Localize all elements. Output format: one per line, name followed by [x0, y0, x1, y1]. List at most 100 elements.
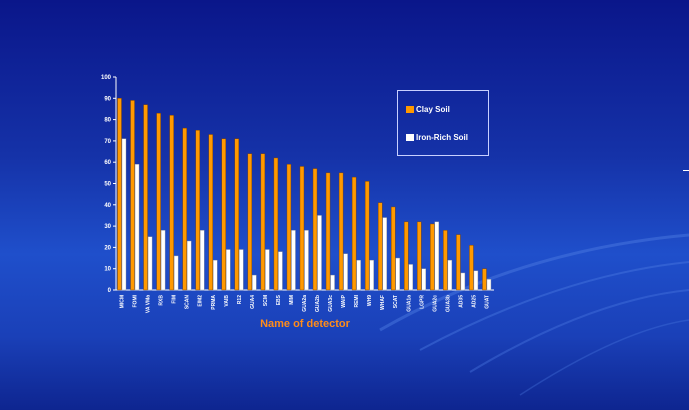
- bar-iron-rich-soil: [486, 279, 492, 291]
- bar-iron-rich-soil: [408, 264, 413, 291]
- bar-iron-rich-soil: [356, 259, 361, 291]
- x-tick-label: AD35: [458, 295, 464, 308]
- legend-entry-iron-rich-soil: Iron-Rich Soil: [406, 133, 468, 142]
- y-tick-label: 90: [104, 96, 111, 102]
- bar-iron-rich-soil: [278, 251, 283, 291]
- bar-iron-rich-soil: [265, 249, 270, 291]
- x-tick-label: SCM: [263, 295, 269, 306]
- x-tick-label: GUA3c: [328, 295, 334, 312]
- x-tick-label: GUA2b: [315, 295, 321, 312]
- bar-iron-rich-soil: [160, 230, 166, 291]
- bar-clay-soil: [182, 127, 187, 291]
- y-tick-label: 50: [104, 182, 111, 188]
- x-tick-label: AD25: [471, 295, 477, 308]
- bar-clay-soil: [351, 176, 357, 291]
- bar-iron-rich-soil: [369, 259, 374, 291]
- y-tick-label: 20: [104, 245, 111, 251]
- bar-clay-soil: [130, 100, 135, 291]
- bar-iron-rich-soil: [421, 268, 426, 291]
- y-tick-label: 100: [101, 75, 112, 81]
- x-tick-label: GUA3b: [445, 295, 451, 312]
- bar-clay-soil: [221, 138, 226, 291]
- x-tick-label: VAIB: [224, 295, 230, 307]
- bar-clay-soil: [260, 153, 266, 291]
- y-tick-label: 0: [108, 288, 112, 294]
- bar-iron-rich-soil: [147, 236, 153, 291]
- bar-iron-rich-soil: [434, 221, 440, 291]
- x-tick-label: MICM: [120, 295, 126, 308]
- y-tick-label: 30: [104, 224, 111, 230]
- bar-iron-rich-soil: [252, 274, 257, 291]
- x-tick-label: MIM: [289, 295, 295, 305]
- bar-iron-rich-soil: [447, 259, 453, 291]
- y-tick-label: 70: [104, 139, 111, 145]
- bar-clay-soil: [325, 172, 331, 291]
- bar-iron-rich-soil: [213, 259, 218, 291]
- bar-clay-soil: [377, 202, 383, 291]
- bar-iron-rich-soil: [121, 138, 127, 291]
- bar-iron-rich-soil: [343, 253, 348, 291]
- x-tick-label: RXB: [159, 295, 165, 306]
- legend-entry-clay-soil: Clay Soil: [406, 105, 450, 114]
- bar-clay-soil: [430, 223, 435, 291]
- x-tick-label: GUA2c: [432, 295, 438, 312]
- x-tick-label: EIM2: [198, 295, 204, 307]
- x-tick-label: FOMI: [133, 294, 139, 307]
- bar-clay-soil: [169, 115, 174, 291]
- x-tick-label: LGPR: [419, 295, 425, 309]
- bar-iron-rich-soil: [473, 270, 479, 291]
- x-tick-label: FIM: [172, 295, 178, 304]
- bar-clay-soil: [417, 221, 422, 291]
- x-tick-label: EBS: [276, 294, 282, 305]
- x-tick-label: VA VMa: [146, 295, 152, 313]
- chart-legend: Clay Soil Iron-Rich Soil: [397, 90, 489, 156]
- bar-clay-soil: [312, 168, 318, 291]
- bar-clay-soil: [143, 104, 148, 291]
- bar-clay-soil: [234, 138, 240, 291]
- x-axis-title: Name of detector: [260, 318, 351, 330]
- x-tick-label: WH9: [367, 295, 373, 306]
- y-tick-label: 40: [104, 203, 111, 209]
- y-tick-label: 10: [104, 267, 111, 273]
- x-tick-label: R12: [237, 295, 243, 304]
- x-tick-label: GUA1a: [406, 295, 412, 312]
- bar-clay-soil: [273, 157, 279, 291]
- x-tick-label: SCAT: [393, 295, 399, 308]
- bar-clay-soil: [117, 98, 122, 291]
- bar-clay-soil: [195, 130, 200, 291]
- bar-iron-rich-soil: [460, 272, 466, 291]
- legend-swatch-clay-soil: [406, 106, 414, 113]
- x-tick-label: WHAF: [380, 295, 386, 310]
- bar-clay-soil: [404, 221, 409, 291]
- bar-clay-soil: [364, 181, 370, 291]
- bar-iron-rich-soil: [291, 230, 296, 291]
- bar-iron-rich-soil: [134, 164, 140, 291]
- bar-clay-soil: [299, 166, 305, 291]
- slide-edge-mark: [683, 170, 689, 171]
- legend-label-iron-rich-soil: Iron-Rich Soil: [416, 133, 468, 142]
- x-tick-label: GUA2a: [302, 295, 308, 312]
- bar-clay-soil: [469, 245, 474, 291]
- bar-clay-soil: [286, 164, 292, 291]
- bar-clay-soil: [456, 234, 461, 291]
- x-tick-label: GUA4: [250, 295, 256, 309]
- x-tick-label: WAIP: [341, 294, 347, 307]
- bar-clay-soil: [338, 172, 344, 291]
- bar-iron-rich-soil: [317, 215, 322, 291]
- bar-iron-rich-soil: [226, 249, 231, 291]
- bar-clay-soil: [482, 268, 487, 291]
- x-tick-label: PRMA: [211, 295, 217, 310]
- bar-clay-soil: [156, 113, 161, 291]
- x-tick-label: REMI: [354, 294, 360, 307]
- bar-iron-rich-soil: [200, 230, 205, 291]
- bar-iron-rich-soil: [239, 249, 244, 291]
- y-tick-label: 80: [104, 118, 111, 124]
- y-tick-label: 60: [104, 160, 111, 166]
- x-tick-label: GUAT: [484, 295, 490, 309]
- bar-iron-rich-soil: [173, 255, 179, 291]
- legend-label-clay-soil: Clay Soil: [416, 105, 450, 114]
- bar-clay-soil: [391, 206, 396, 291]
- bar-iron-rich-soil: [395, 257, 400, 291]
